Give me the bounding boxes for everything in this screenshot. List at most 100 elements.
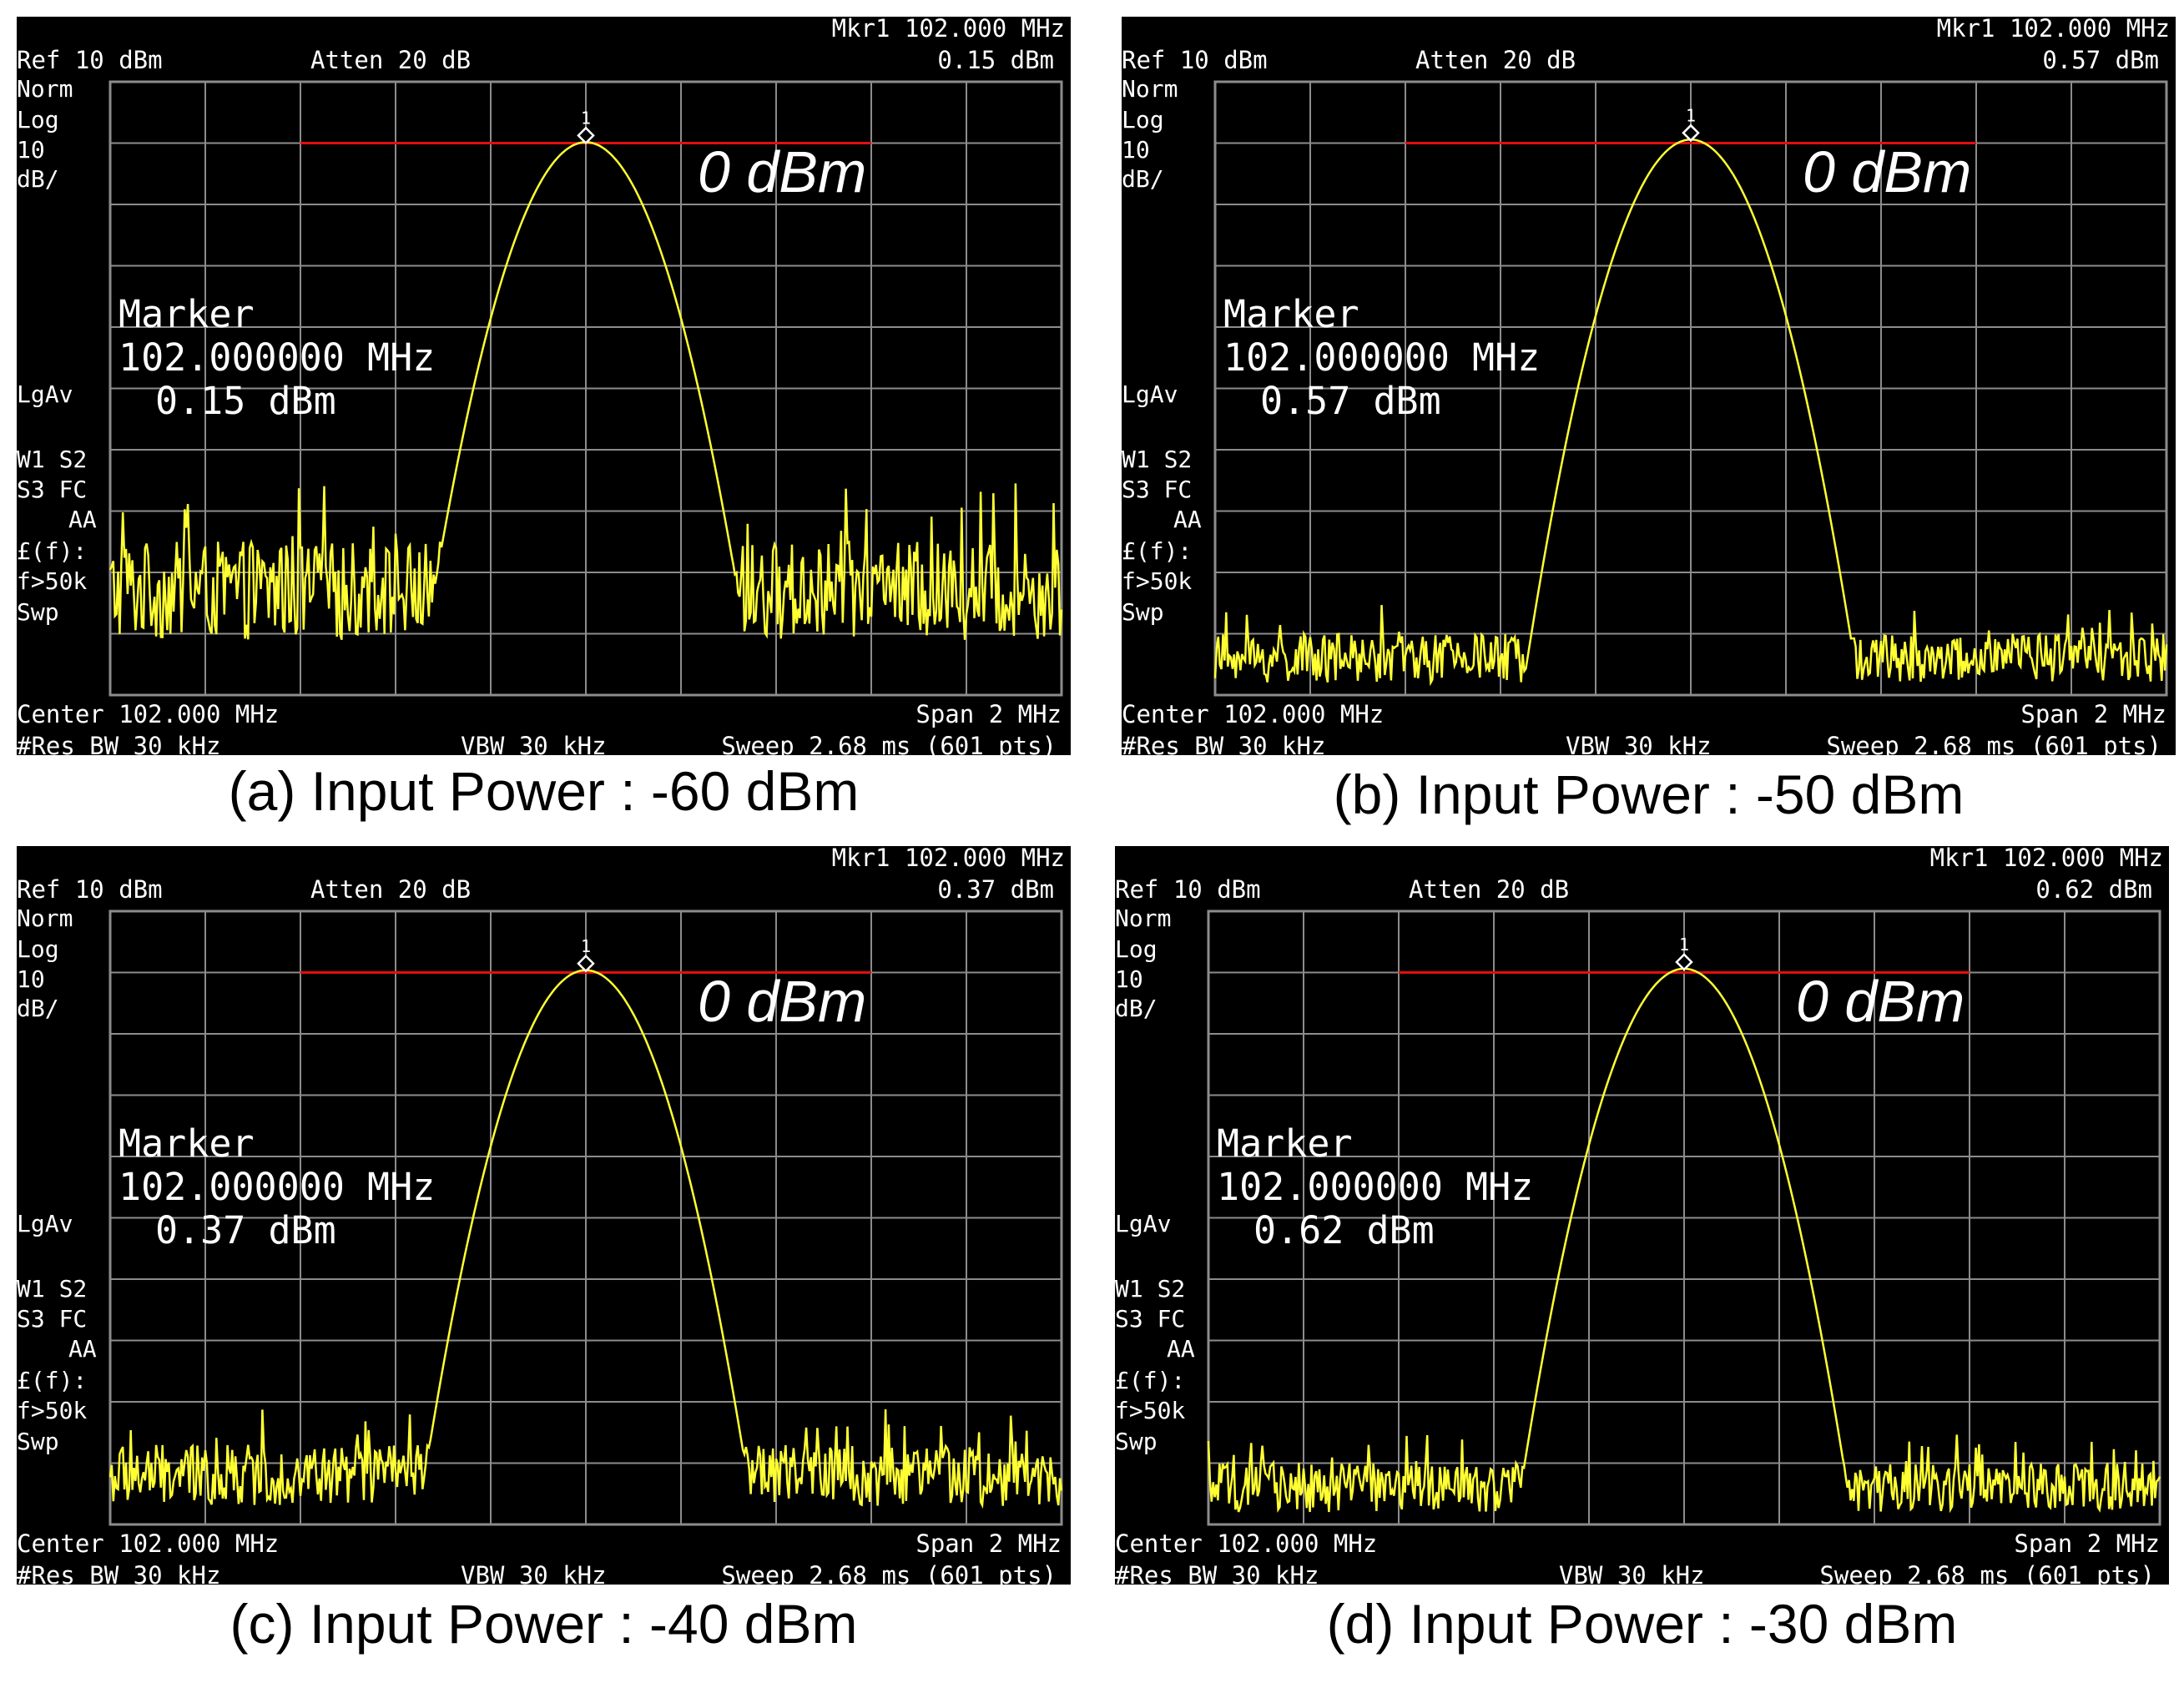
resolution-bandwidth: #Res BW 30 kHz	[17, 732, 220, 755]
annotation-0dbm: 0 dBm	[698, 139, 866, 204]
marker-diamond-icon	[577, 126, 595, 145]
side-label: dB/	[1122, 165, 1164, 193]
marker-box-title: Marker	[1217, 1121, 1353, 1166]
side-label: S3 FC	[17, 476, 87, 503]
marker-readout-value: 0.62 dBm	[2035, 875, 2152, 904]
spectrum-chart-d: 1 Ref 10 dBm Atten 20 dB Mkr1 102.000 MHz 0.…	[1115, 846, 2163, 1585]
attenuation: Atten 20 dB	[310, 46, 471, 74]
side-label: Swp	[17, 598, 59, 626]
side-label: S3 FC	[1115, 1305, 1185, 1333]
side-label: W1 S2	[17, 1275, 87, 1303]
marker-id: 1	[581, 936, 591, 956]
side-label: LgAv	[1115, 1210, 1171, 1237]
ref-level: Ref 10 dBm	[1115, 875, 1261, 904]
side-label: Norm	[17, 904, 73, 932]
side-label: £(f):	[17, 1367, 87, 1394]
side-label: dB/	[1115, 995, 1158, 1022]
center-frequency: Center 102.000 MHz	[17, 700, 279, 728]
span: Span 2 MHz	[915, 1529, 1062, 1558]
spectrum-panel-b: 1 Ref 10 dBm Atten 20 dB Mkr1 102.000 MHz 0.…	[1122, 17, 2176, 755]
sweep-time: Sweep 2.68 ms (601 pts)	[1819, 1561, 2155, 1585]
side-label: 10	[1122, 136, 1150, 164]
side-label: Log	[1122, 106, 1164, 134]
side-label: LgAv	[17, 380, 73, 408]
side-label: f>50k	[1122, 567, 1192, 595]
attenuation: Atten 20 dB	[1415, 46, 1576, 74]
marker-box-frequency: 102.000000 MHz	[119, 335, 435, 380]
spectrum-chart-b: 1 Ref 10 dBm Atten 20 dB Mkr1 102.000 MHz 0.…	[1122, 17, 2170, 755]
marker-id: 1	[1679, 935, 1689, 955]
marker-readout-value: 0.37 dBm	[937, 875, 1054, 904]
marker-box-frequency: 102.000000 MHz	[119, 1165, 435, 1209]
marker-readout-freq: Mkr1 102.000 MHz	[1930, 846, 2163, 872]
span: Span 2 MHz	[2020, 700, 2166, 728]
center-frequency: Center 102.000 MHz	[1115, 1529, 1377, 1558]
side-label: AA	[1173, 506, 1202, 533]
side-label: AA	[68, 1335, 97, 1363]
side-label: Log	[17, 106, 59, 134]
side-label: AA	[68, 506, 97, 533]
caption-c: (c) Input Power : -40 dBm	[229, 1593, 858, 1655]
caption-d: (d) Input Power : -30 dBm	[1326, 1593, 1958, 1655]
video-bandwidth: VBW 30 kHz	[461, 1561, 607, 1585]
side-label: W1 S2	[1122, 446, 1192, 473]
side-label: AA	[1167, 1335, 1195, 1363]
spectrum-chart-a: 1 Ref 10 dBm Atten 20 dB Mkr1 102.000 MHz 0.…	[17, 17, 1065, 755]
side-label: £(f):	[17, 537, 87, 565]
marker-box-value: 0.15 dBm	[155, 379, 336, 423]
caption-b: (b) Input Power : -50 dBm	[1333, 763, 1965, 825]
ref-level: Ref 10 dBm	[17, 46, 163, 74]
side-label: W1 S2	[1115, 1275, 1185, 1303]
side-label: Log	[1115, 935, 1158, 963]
spectrum-panel-d: 1 Ref 10 dBm Atten 20 dB Mkr1 102.000 MHz 0.…	[1115, 846, 2169, 1585]
side-label: LgAv	[17, 1210, 73, 1237]
marker-readout-freq: Mkr1 102.000 MHz	[1937, 17, 2170, 43]
marker-diamond-icon	[1675, 953, 1693, 971]
side-label: Norm	[17, 75, 73, 103]
marker-box-value: 0.62 dBm	[1253, 1208, 1435, 1252]
marker-box-title: Marker	[119, 1121, 255, 1166]
side-label: Swp	[1122, 598, 1164, 626]
side-label: £(f):	[1122, 537, 1192, 565]
side-label: 10	[1115, 965, 1143, 993]
marker-box-title: Marker	[119, 292, 255, 336]
ref-level: Ref 10 dBm	[1122, 46, 1268, 74]
marker-id: 1	[581, 108, 591, 128]
video-bandwidth: VBW 30 kHz	[461, 732, 607, 755]
annotation-0dbm: 0 dBm	[1796, 969, 1965, 1034]
span: Span 2 MHz	[915, 700, 1062, 728]
spectrum-panel-c: 1 Ref 10 dBm Atten 20 dB Mkr1 102.000 MHz 0.…	[17, 846, 1071, 1585]
marker-diamond-icon	[577, 955, 595, 973]
side-label: S3 FC	[1122, 476, 1192, 503]
marker-readout-value: 0.57 dBm	[2042, 46, 2159, 74]
resolution-bandwidth: #Res BW 30 kHz	[1122, 732, 1325, 755]
attenuation: Atten 20 dB	[310, 875, 471, 904]
marker-box-value: 0.57 dBm	[1260, 379, 1441, 423]
resolution-bandwidth: #Res BW 30 kHz	[17, 1561, 220, 1585]
side-label: W1 S2	[17, 446, 87, 473]
annotation-0dbm: 0 dBm	[1803, 139, 1971, 204]
center-frequency: Center 102.000 MHz	[1122, 700, 1384, 728]
side-label: Log	[17, 935, 59, 963]
side-label: Norm	[1122, 75, 1178, 103]
side-label: LgAv	[1122, 380, 1178, 408]
marker-box-frequency: 102.000000 MHz	[1223, 335, 1540, 380]
sweep-time: Sweep 2.68 ms (601 pts)	[721, 732, 1057, 755]
marker-diamond-icon	[1682, 123, 1700, 143]
marker-box-value: 0.37 dBm	[155, 1208, 336, 1252]
video-bandwidth: VBW 30 kHz	[1559, 1561, 1705, 1585]
marker-id: 1	[1686, 105, 1696, 125]
center-frequency: Center 102.000 MHz	[17, 1529, 279, 1558]
side-label: Swp	[17, 1428, 59, 1455]
caption-a: (a) Input Power : -60 dBm	[228, 760, 860, 822]
resolution-bandwidth: #Res BW 30 kHz	[1115, 1561, 1319, 1585]
side-label: Norm	[1115, 904, 1171, 932]
annotation-0dbm: 0 dBm	[698, 969, 866, 1034]
marker-box-title: Marker	[1223, 292, 1359, 336]
video-bandwidth: VBW 30 kHz	[1566, 732, 1712, 755]
attenuation: Atten 20 dB	[1409, 875, 1569, 904]
marker-readout-value: 0.15 dBm	[937, 46, 1054, 74]
sweep-time: Sweep 2.68 ms (601 pts)	[721, 1561, 1057, 1585]
side-label: 10	[17, 965, 45, 993]
marker-readout-freq: Mkr1 102.000 MHz	[832, 17, 1065, 43]
